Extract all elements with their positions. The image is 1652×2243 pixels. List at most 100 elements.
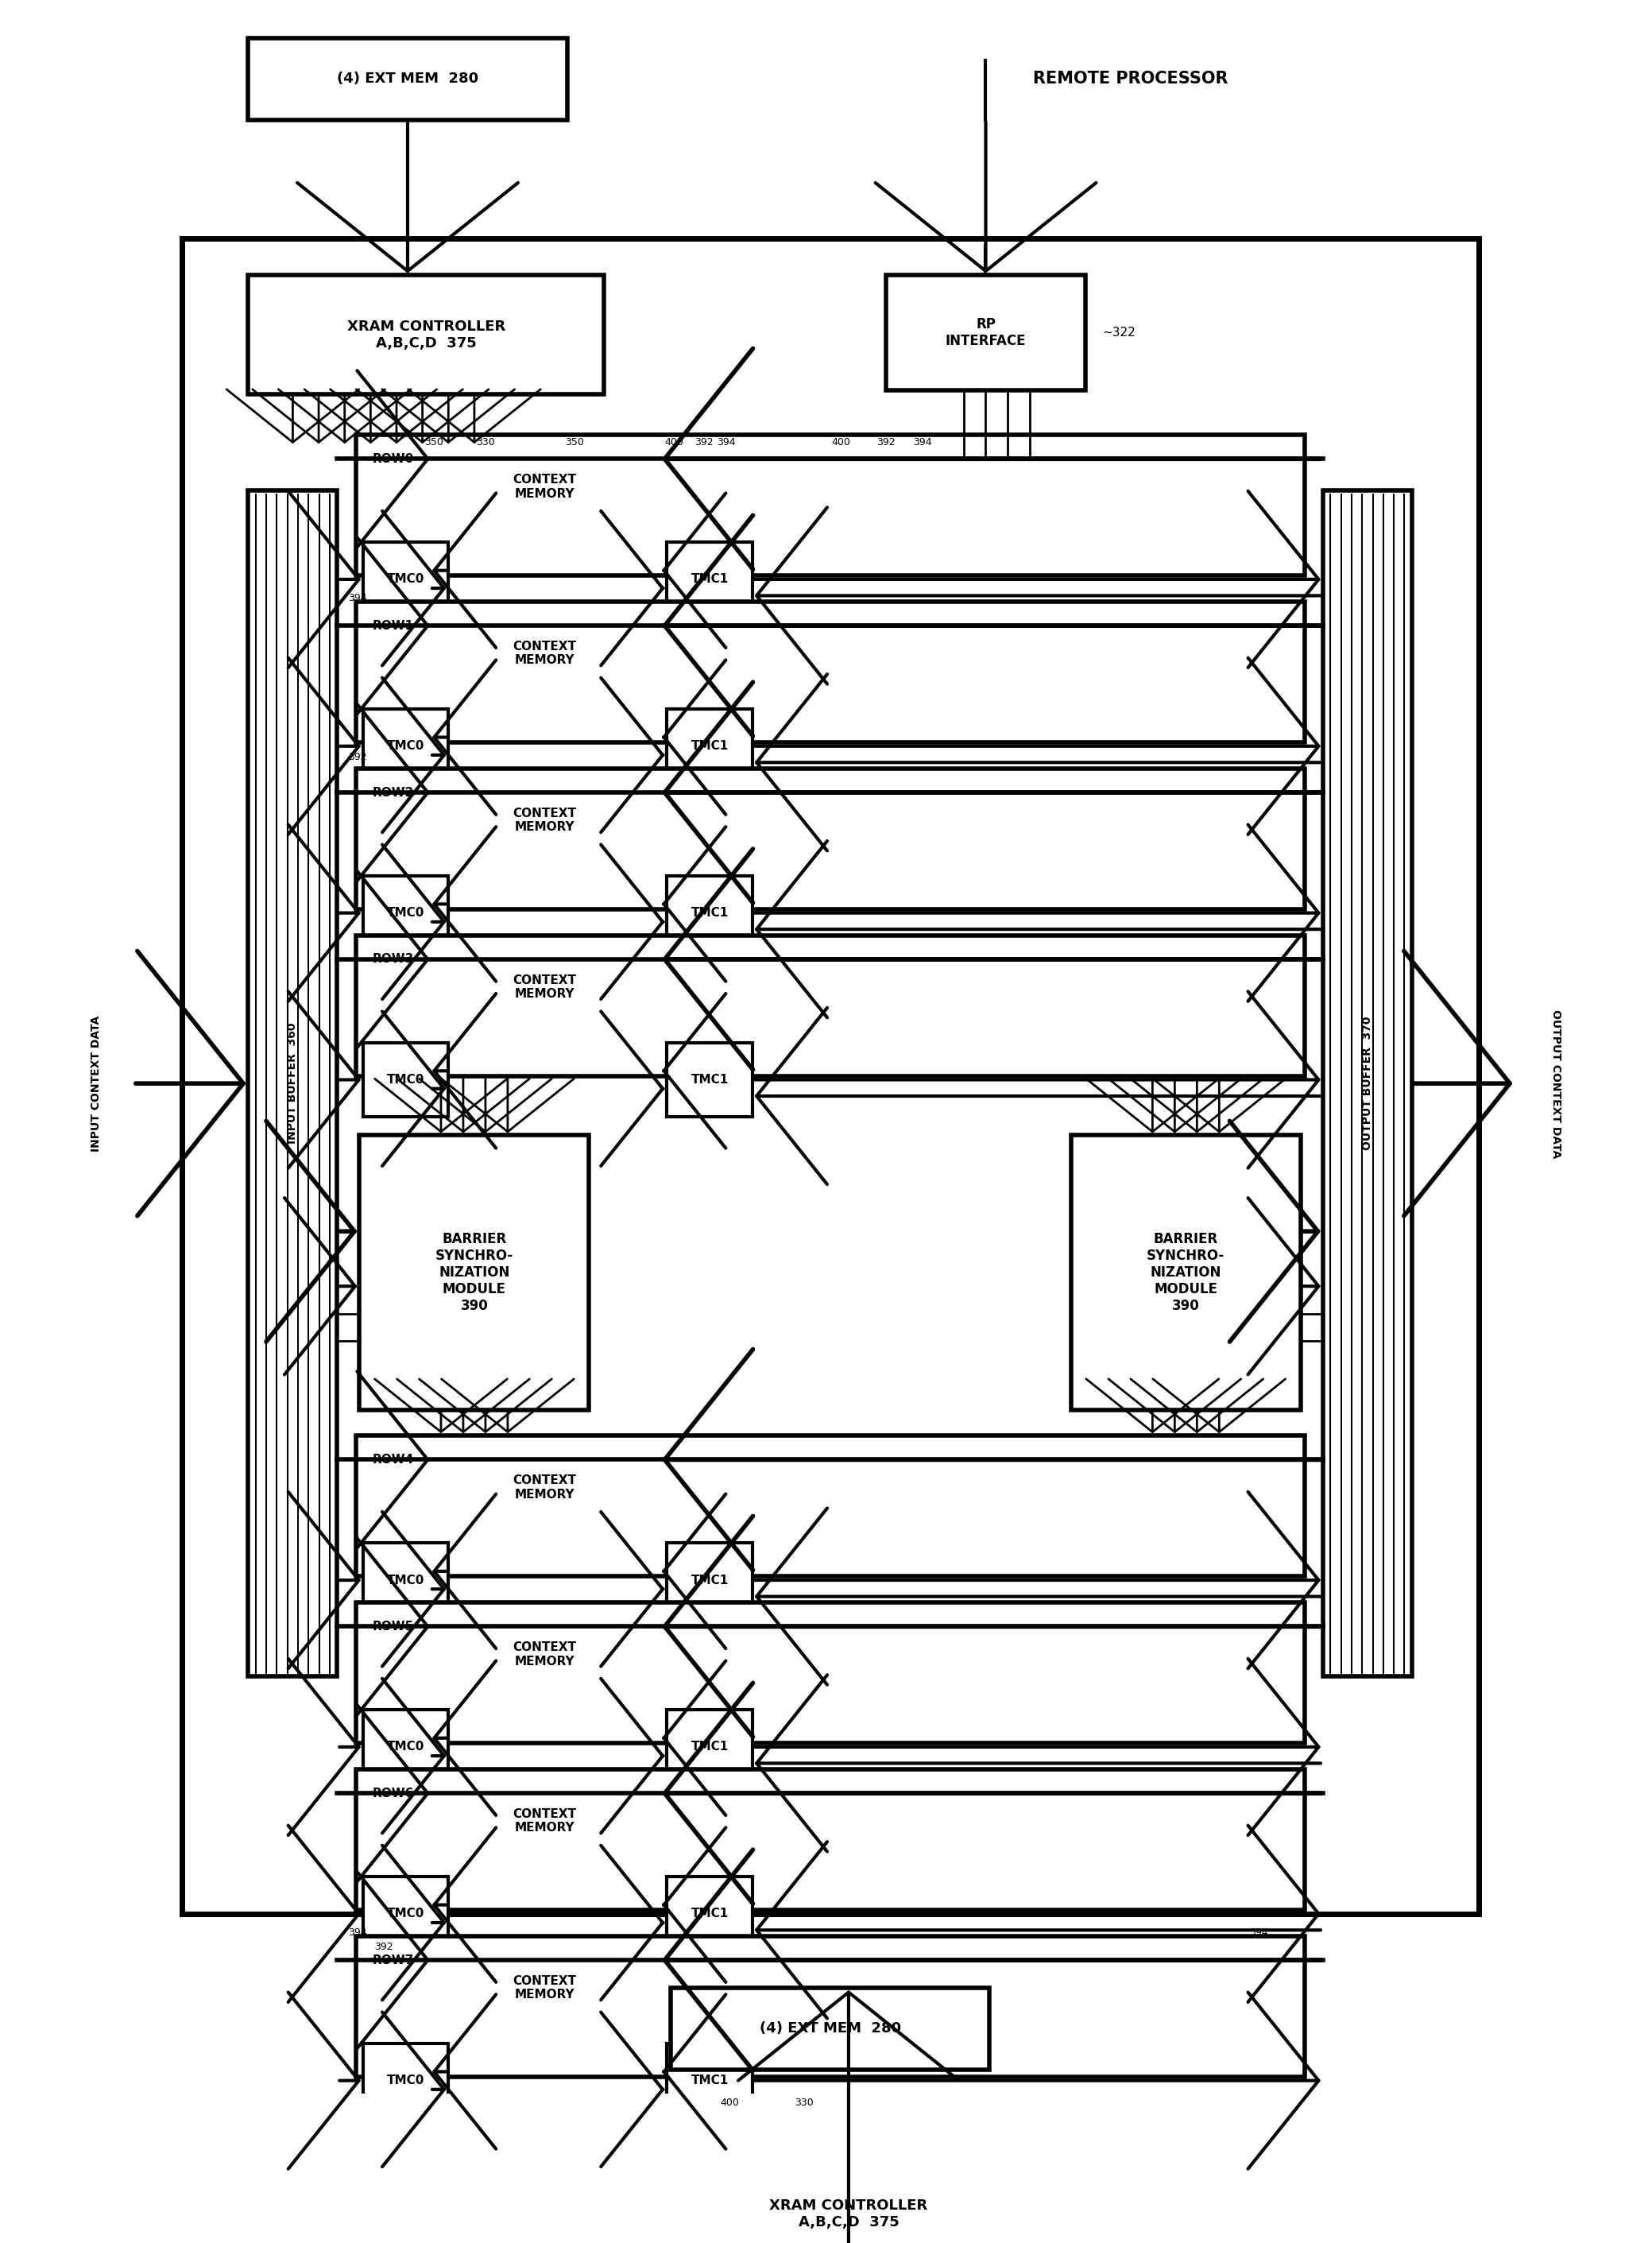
Text: 350: 350 [425, 437, 443, 446]
Text: REMOTE PROCESSOR: REMOTE PROCESSOR [1032, 72, 1227, 87]
Text: CONTEXT
MEMORY: CONTEXT MEMORY [514, 807, 577, 832]
Bar [430, 437, 659, 534]
Bar [355, 935, 1305, 1077]
Text: 392: 392 [349, 751, 367, 763]
Bar [360, 940, 426, 980]
Text: ROW0: ROW0 [372, 453, 413, 464]
Text: CONTEXT
MEMORY: CONTEXT MEMORY [514, 1474, 577, 1501]
Bar [430, 606, 659, 702]
Text: (4) EXT MEM  280: (4) EXT MEM 280 [760, 2021, 900, 2037]
Text: 394: 394 [1249, 1927, 1267, 1938]
Text: TMC0: TMC0 [387, 2075, 425, 2086]
Text: TMC1: TMC1 [691, 1575, 729, 1586]
Text: 392: 392 [695, 437, 714, 446]
Bar [355, 435, 1305, 576]
Bar [248, 276, 605, 395]
Bar [430, 940, 659, 1036]
Bar [360, 437, 426, 480]
Text: CONTEXT
MEMORY: CONTEXT MEMORY [514, 473, 577, 500]
Bar [430, 772, 659, 868]
Bar [360, 1135, 590, 1409]
Bar [363, 709, 448, 783]
Text: CONTEXT
MEMORY: CONTEXT MEMORY [514, 1976, 577, 2001]
Text: 394: 394 [349, 1927, 367, 1938]
Text: INPUT CONTEXT DATA: INPUT CONTEXT DATA [91, 1016, 102, 1151]
Text: OUTPUT CONTEXT DATA: OUTPUT CONTEXT DATA [1550, 1009, 1561, 1157]
Bar [667, 1709, 752, 1783]
Text: ROW2: ROW2 [372, 787, 413, 799]
Text: TMC1: TMC1 [691, 574, 729, 585]
Text: ~322: ~322 [1102, 327, 1135, 339]
Text: ROW1: ROW1 [372, 619, 413, 633]
Bar [430, 1606, 659, 1702]
Text: 400: 400 [831, 437, 851, 446]
Bar [671, 2156, 1026, 2243]
Bar [667, 543, 752, 617]
Text: 394: 394 [349, 592, 367, 603]
Text: ROW4: ROW4 [372, 1453, 413, 1465]
Bar [363, 875, 448, 951]
Text: TMC0: TMC0 [387, 906, 425, 920]
Text: 392: 392 [375, 1942, 393, 1951]
Text: RP
INTERFACE: RP INTERFACE [945, 319, 1026, 348]
Bar [363, 1877, 448, 1951]
Text: 330: 330 [476, 437, 496, 446]
Bar [667, 2043, 752, 2117]
Text: 400: 400 [720, 2097, 740, 2108]
Bar [667, 1543, 752, 1617]
Text: ROW6: ROW6 [372, 1788, 413, 1799]
Bar [360, 1606, 426, 1646]
Bar [360, 1440, 426, 1480]
Text: XRAM CONTROLLER
A,B,C,D  375: XRAM CONTROLLER A,B,C,D 375 [770, 2198, 928, 2230]
Text: CONTEXT
MEMORY: CONTEXT MEMORY [514, 1642, 577, 1667]
Bar [667, 1043, 752, 1117]
Text: (4) EXT MEM  280: (4) EXT MEM 280 [337, 72, 479, 85]
Bar [430, 1772, 659, 1868]
Bar [1323, 491, 1412, 1676]
Bar [667, 875, 752, 951]
Bar [248, 38, 567, 119]
Bar [363, 1709, 448, 1783]
Bar [248, 491, 337, 1676]
Text: TMC0: TMC0 [387, 1074, 425, 1086]
Bar [667, 709, 752, 783]
Text: 392: 392 [876, 437, 895, 446]
Text: ROW3: ROW3 [372, 953, 413, 964]
Bar [355, 769, 1305, 908]
Bar [667, 1877, 752, 1951]
Text: TMC1: TMC1 [691, 906, 729, 920]
Bar [355, 1436, 1305, 1577]
Text: ROW5: ROW5 [372, 1619, 413, 1633]
Bar [1070, 1135, 1300, 1409]
Text: TMC0: TMC0 [387, 1741, 425, 1754]
Text: TMC1: TMC1 [691, 1909, 729, 1920]
Text: TMC1: TMC1 [691, 2075, 729, 2086]
Bar [355, 1602, 1305, 1743]
Bar [363, 1043, 448, 1117]
Bar [885, 276, 1085, 390]
Text: 394: 394 [914, 437, 932, 446]
Bar [363, 2043, 448, 2117]
Text: CONTEXT
MEMORY: CONTEXT MEMORY [514, 1808, 577, 1835]
Text: 394: 394 [717, 437, 735, 446]
Text: XRAM CONTROLLER
A,B,C,D  375: XRAM CONTROLLER A,B,C,D 375 [347, 319, 506, 350]
Bar [360, 1772, 426, 1815]
Text: ROW7: ROW7 [372, 1954, 413, 1967]
Bar [363, 543, 448, 617]
Text: 330: 330 [795, 2097, 813, 2108]
Text: TMC0: TMC0 [387, 1575, 425, 1586]
Bar [363, 1543, 448, 1617]
Bar [430, 1940, 659, 2037]
Bar [360, 772, 426, 812]
Text: TMC0: TMC0 [387, 740, 425, 751]
Text: TMC1: TMC1 [691, 1074, 729, 1086]
Text: CONTEXT
MEMORY: CONTEXT MEMORY [514, 641, 577, 666]
Bar [355, 601, 1305, 742]
Text: BARRIER
SYNCHRO-
NIZATION
MODULE
390: BARRIER SYNCHRO- NIZATION MODULE 390 [434, 1231, 514, 1312]
Text: INPUT BUFFER  360: INPUT BUFFER 360 [287, 1023, 299, 1144]
Text: 350: 350 [565, 437, 583, 446]
Text: TMC0: TMC0 [387, 574, 425, 585]
Bar [182, 238, 1479, 1913]
Text: TMC1: TMC1 [691, 740, 729, 751]
Text: 400: 400 [666, 437, 684, 446]
